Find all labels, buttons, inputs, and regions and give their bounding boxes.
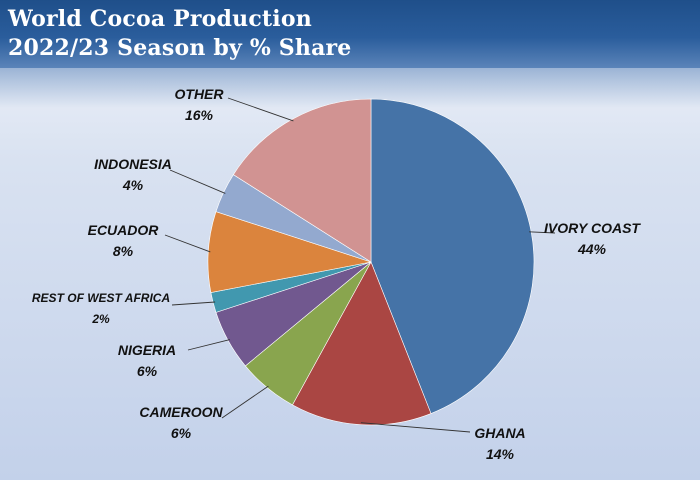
leader-line-ecuador bbox=[164, 234, 211, 253]
slice-labels: IVORY COAST 44% GHANA 14% CAMEROON 6% NIGERIA 6… bbox=[32, 86, 642, 462]
leader-line-rest-of-west-africa bbox=[171, 301, 216, 306]
slice-value-nigeria: 6% bbox=[137, 363, 158, 379]
slice-value-other: 16% bbox=[185, 107, 214, 123]
leader-line-cameroon bbox=[221, 385, 269, 419]
leader-line-ivory-coast bbox=[529, 231, 556, 234]
slice-label-ghana: GHANA bbox=[474, 425, 525, 441]
chart-header: World Cocoa Production 2022/23 Season by… bbox=[0, 0, 700, 68]
slice-label-other: OTHER bbox=[175, 86, 225, 102]
pie-slice-ghana bbox=[292, 261, 432, 426]
slice-label-rest-of-west-africa: REST OF WEST AFRICA bbox=[32, 291, 170, 305]
chart-title-line-1: World Cocoa Production bbox=[8, 6, 312, 32]
slice-label-ecuador: ECUADOR bbox=[88, 222, 160, 238]
leader-line-other bbox=[227, 97, 294, 122]
leader-lines bbox=[164, 97, 556, 433]
slice-label-nigeria: NIGERIA bbox=[118, 342, 176, 358]
slice-value-indonesia: 4% bbox=[122, 177, 144, 193]
pie-slice-other bbox=[232, 98, 372, 263]
slice-label-indonesia: INDONESIA bbox=[94, 156, 172, 172]
slice-label-cameroon: CAMEROON bbox=[139, 404, 223, 420]
leader-line-indonesia bbox=[169, 169, 226, 194]
leader-line-ghana bbox=[360, 422, 471, 433]
slice-value-rest-of-west-africa: 2% bbox=[91, 312, 110, 326]
slice-value-cameroon: 6% bbox=[171, 425, 192, 441]
slice-label-ivory-coast: IVORY COAST bbox=[544, 220, 641, 236]
slice-value-ivory-coast: 44% bbox=[577, 241, 607, 257]
slice-value-ecuador: 8% bbox=[113, 243, 134, 259]
slice-value-ghana: 14% bbox=[486, 446, 515, 462]
pie-slices bbox=[207, 98, 535, 426]
leader-line-nigeria bbox=[187, 339, 231, 351]
chart-title-line-2: 2022/23 Season by % Share bbox=[8, 35, 352, 61]
